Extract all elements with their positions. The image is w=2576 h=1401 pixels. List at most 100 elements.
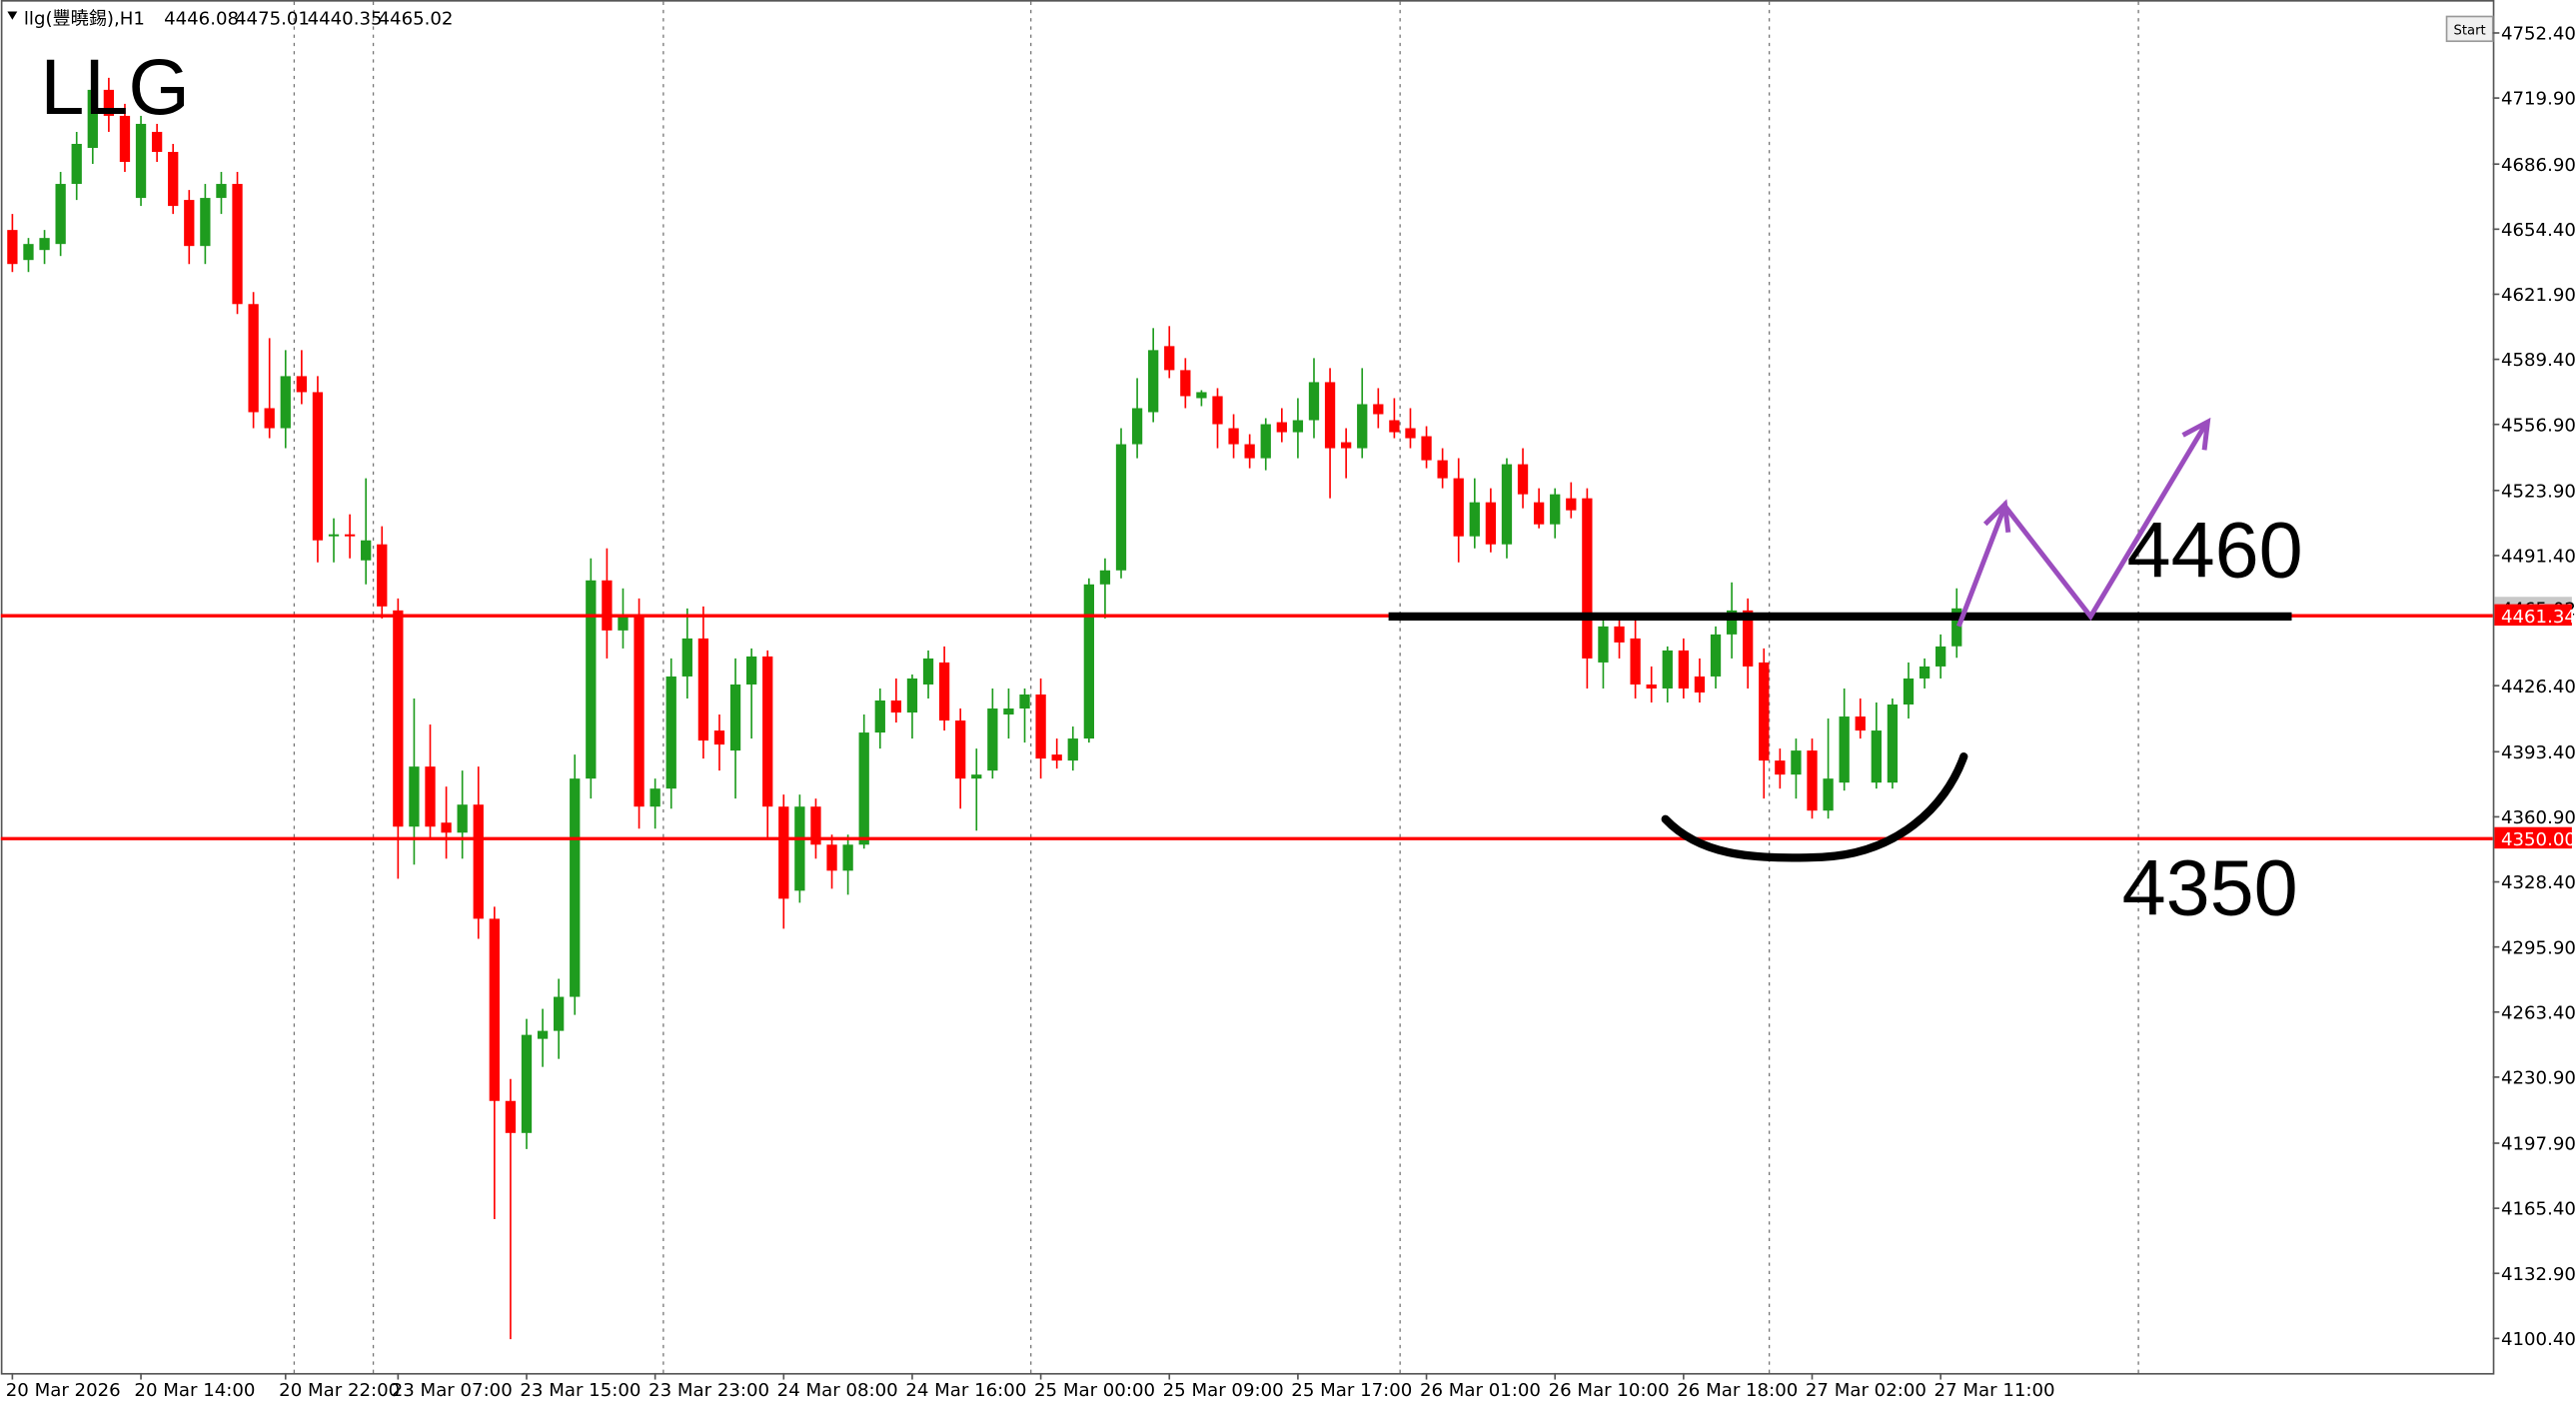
plot-border: [0, 0, 2495, 1375]
candle-body: [938, 662, 950, 721]
candle-body: [649, 788, 660, 807]
x-tick-label: 20 Mar 2026: [6, 1380, 121, 1401]
candle-body: [393, 610, 404, 827]
candle-body: [1260, 424, 1271, 459]
candle-body: [151, 131, 163, 152]
x-tick-label: 24 Mar 16:00: [905, 1380, 1026, 1401]
candle-body: [1067, 738, 1078, 761]
candle-body: [1276, 422, 1287, 433]
y-tick-label: 4360.90: [2501, 807, 2576, 828]
start-button[interactable]: Start: [2445, 15, 2494, 43]
candle-body: [745, 656, 757, 685]
candle-body: [586, 580, 597, 779]
x-tick-label: 25 Mar 09:00: [1163, 1380, 1284, 1401]
y-tick-label: 4295.90: [2501, 937, 2576, 958]
candle-body: [826, 844, 837, 871]
candle-body: [665, 676, 676, 789]
price-tag: [2494, 826, 2572, 849]
candle-body: [1951, 608, 1962, 647]
y-tick-label: 4263.40: [2501, 1002, 2576, 1023]
candle-body: [1743, 610, 1754, 667]
period-separators: [293, 1, 2139, 1373]
x-tick-label: 26 Mar 10:00: [1549, 1380, 1670, 1401]
open: 4446.08: [164, 9, 239, 30]
candle-body: [1373, 404, 1384, 415]
x-tick-label: 23 Mar 15:00: [520, 1380, 641, 1401]
candle-body: [1292, 420, 1304, 433]
candle-body: [23, 244, 34, 261]
candle-body: [1726, 610, 1738, 635]
candle-body: [296, 376, 308, 393]
candle-body: [312, 392, 324, 541]
candle-body: [1807, 750, 1818, 811]
x-tick-label: 27 Mar 02:00: [1806, 1380, 1927, 1401]
x-tick-label: 24 Mar 08:00: [777, 1380, 898, 1401]
candle-body: [1437, 460, 1448, 479]
candle-body: [1517, 464, 1529, 495]
y-tick-label: 4328.40: [2501, 872, 2576, 893]
price-tag-label: 4461.34: [2501, 607, 2576, 628]
candle-body: [103, 89, 115, 116]
candle-body: [1405, 428, 1416, 439]
candle-body: [906, 678, 918, 713]
button-frame[interactable]: [2445, 15, 2494, 43]
candle-body: [537, 1030, 549, 1039]
candle-body: [1469, 502, 1480, 537]
candle-body: [280, 376, 291, 429]
candle-body: [457, 804, 468, 833]
candle-body: [232, 184, 243, 305]
y-tick-label: 4426.40: [2501, 677, 2576, 698]
candle-body: [602, 580, 613, 631]
candle-body: [473, 804, 484, 919]
candle-body: [1533, 502, 1545, 525]
candle-body: [361, 540, 372, 561]
candle-body: [681, 638, 692, 677]
candle-body: [1871, 730, 1882, 783]
candle-body: [1196, 392, 1207, 399]
candle-body: [858, 732, 869, 845]
drawn-curve: [1661, 751, 1968, 862]
candle-body: [1566, 498, 1577, 511]
y-tick-label: 4719.90: [2501, 89, 2576, 110]
candle-body: [618, 614, 629, 631]
candle-body: [987, 708, 998, 771]
candle-body: [922, 658, 934, 685]
chart-title: LLG: [40, 42, 190, 131]
low: 4440.35: [308, 9, 383, 30]
y-tick-label: 4621.90: [2501, 285, 2576, 306]
candle-body: [505, 1100, 517, 1133]
y-tick-label: 4100.40: [2501, 1329, 2576, 1350]
candle-body: [1919, 666, 1931, 679]
y-tick-label: 4686.90: [2501, 155, 2576, 176]
y-tick-label: 4589.40: [2501, 350, 2576, 371]
candle-body: [1550, 494, 1561, 525]
candle-body: [874, 700, 885, 733]
candle-body: [1903, 678, 1915, 705]
candle-body: [1164, 346, 1175, 371]
close: 4465.02: [379, 9, 454, 30]
candle-body: [955, 720, 966, 779]
header: llg(豐曉錫),H1 4446.08 4475.01 4440.35 4465…: [7, 9, 453, 30]
candle-body: [425, 766, 436, 827]
candle-body: [1678, 650, 1690, 689]
candle-body: [1131, 408, 1143, 445]
candle-body: [1775, 760, 1786, 775]
candle-body: [1389, 420, 1400, 433]
candle-body: [1357, 404, 1368, 449]
candle-body: [713, 730, 725, 745]
candle-body: [248, 304, 259, 413]
candle-body: [1308, 382, 1320, 421]
candle-body: [1212, 396, 1223, 425]
annotation: 4460: [2127, 505, 2303, 594]
button-label[interactable]: Start: [2454, 24, 2486, 39]
candle-body: [1582, 498, 1593, 659]
candle-body: [168, 151, 179, 207]
candle-body: [1180, 370, 1191, 397]
y-tick-label: 4556.90: [2501, 415, 2576, 436]
candle-body: [697, 638, 709, 741]
candle-body: [39, 238, 50, 251]
candle-body: [216, 184, 227, 199]
candle-body: [1887, 704, 1899, 783]
candle-body: [184, 200, 195, 247]
